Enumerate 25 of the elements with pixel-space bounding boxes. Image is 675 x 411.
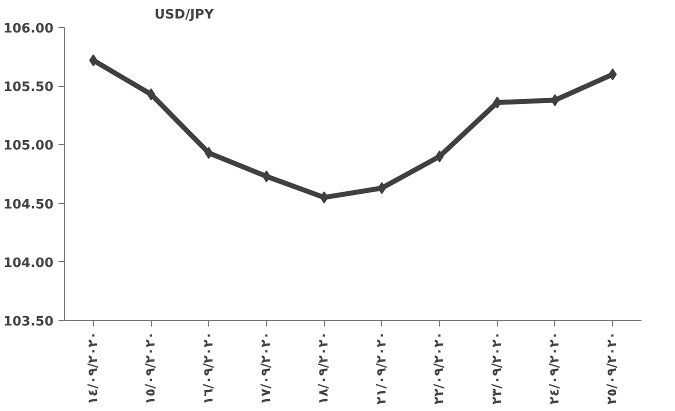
- point: [608, 68, 617, 80]
- x-tick-label: ٢١/٠٩/٢٠٢٠: [374, 331, 390, 404]
- y-tick-label: 104.50: [3, 197, 54, 212]
- point: [435, 150, 444, 162]
- point: [146, 88, 156, 100]
- point: [550, 94, 560, 106]
- y-axis-title: USD/JPY: [154, 8, 214, 22]
- y-tick-label: 104.00: [3, 256, 54, 271]
- point: [378, 182, 386, 194]
- y-tick-label: 105.00: [3, 138, 54, 154]
- x-tick-label: ٢٤/٠٩/٢٠٢٠: [547, 331, 562, 404]
- point: [89, 54, 98, 66]
- y-tick-label: 106.00: [3, 22, 54, 36]
- point: [320, 191, 328, 204]
- y-tick-label: 105.50: [3, 80, 54, 96]
- x-tick-label: ١٦/٠٩/٢٠٢٠: [201, 331, 216, 404]
- x-tick-label: ٢٥/٠٩/٢٠٢٠: [605, 331, 620, 404]
- x-tick-label: ٢٣/٠٩/٢٠٢٠: [490, 331, 505, 404]
- x-tick-label: ١٧/٠٩/٢٠٢٠: [258, 331, 274, 404]
- point: [262, 170, 271, 182]
- x-tick-label: ١٤/٠٩/٢٠٢٠: [86, 331, 101, 404]
- x-tick-label: ٢٢/٠٩/٢٠٢٠: [432, 331, 448, 404]
- x-tick-label: ١٥/٠٩/٢٠٢٠: [144, 331, 159, 404]
- x-tick-label: ١٨/٠٩/٢٠٢٠: [316, 331, 332, 404]
- y-tick-label: 103.50: [3, 314, 54, 330]
